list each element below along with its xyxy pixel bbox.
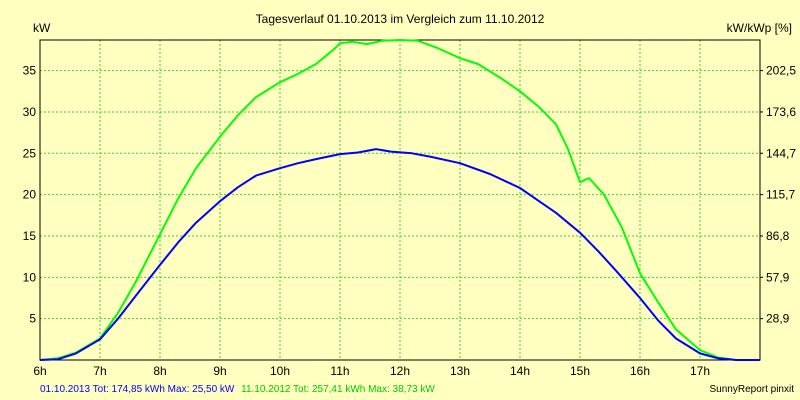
y-right-tick-label: 57,9	[766, 270, 790, 284]
y-axis-right-label: kW/kWp [%]	[727, 21, 792, 35]
x-tick-label: 12h	[390, 364, 410, 378]
series-lines	[39, 39, 760, 361]
footer-summary: 01.10.2013 Tot: 174,85 kWh Max: 25,50 kW…	[40, 384, 435, 395]
y-left-tick-label: 30	[23, 105, 37, 119]
y-left-tick-label: 15	[23, 229, 37, 243]
series-line-2013	[39, 148, 760, 361]
x-tick-label: 10h	[270, 364, 290, 378]
y-left-tick-label: 5	[29, 312, 36, 326]
x-tick-label: 9h	[213, 364, 226, 378]
footer-brand: SunnyReport pinxit	[710, 384, 795, 395]
x-tick-label: 13h	[450, 364, 470, 378]
y-left-tick-label: 35	[23, 64, 37, 78]
x-tick-label: 15h	[570, 364, 590, 378]
y-left-tick-label: 20	[23, 188, 37, 202]
y-right-tick-label: 86,8	[766, 229, 790, 243]
y-right-tick-label: 28,9	[766, 312, 790, 326]
y-left-tick-label: 25	[23, 146, 37, 160]
x-tick-label: 16h	[630, 364, 650, 378]
y-left-tick-label: 10	[23, 270, 37, 284]
y-right-tick-label: 173,6	[766, 105, 796, 119]
x-tick-label: 8h	[153, 364, 166, 378]
x-tick-label: 17h	[690, 364, 710, 378]
x-tick-label: 6h	[33, 364, 46, 378]
y-right-tick-label: 115,7	[766, 188, 795, 202]
series-line-2012	[39, 39, 760, 361]
y-axis-left-ticks: 5 10 15 20 25 30 35	[23, 64, 37, 326]
x-axis-ticks: 6h 7h 8h 9h 10h 11h 12h 13h 14h 15h 16h 17h	[33, 364, 710, 378]
chart-title: Tagesverlauf 01.10.2013 im Vergleich zum…	[256, 12, 545, 26]
y-axis-right-ticks: 28,9 57,9 86,8 115,7 144,7 173,6 202,5	[760, 64, 796, 326]
x-tick-label: 7h	[93, 364, 106, 378]
x-tick-label: 14h	[510, 364, 530, 378]
footer-summary-2012: 11.10.2012 Tot: 257,41 kWh Max: 38,73 kW	[241, 384, 435, 395]
footer-summary-2013: 01.10.2013 Tot: 174,85 kWh Max: 25,50 kW	[40, 384, 235, 395]
x-tick-label: 11h	[330, 364, 349, 378]
y-right-tick-label: 202,5	[766, 64, 796, 78]
y-right-tick-label: 144,7	[766, 146, 796, 160]
y-axis-left-label: kW	[33, 21, 51, 35]
